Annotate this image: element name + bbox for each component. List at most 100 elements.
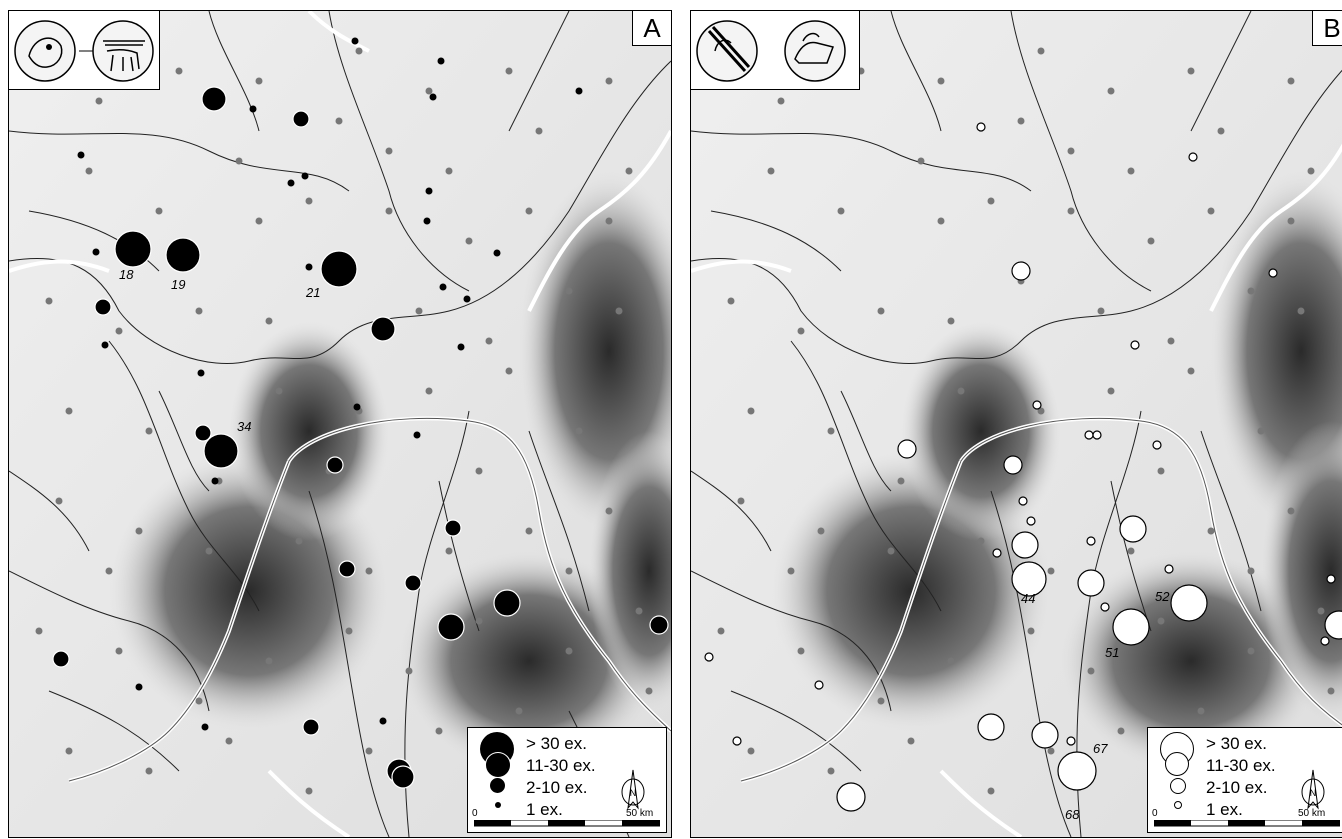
coin-find-marker [1268,268,1278,278]
find-spot-marker [425,87,433,95]
find-spot-marker [1067,147,1075,155]
find-spot-markers [704,47,1342,812]
coin-find-marker [1092,430,1102,440]
coin-find-marker [94,298,112,316]
coin-find-marker [305,263,313,271]
coin-find-marker [437,613,465,641]
find-spot-marker [957,387,965,395]
map-panel-b: B 44 51 52 67 68 > 30 ex. 11-30 ex. 2-10… [690,10,1342,838]
find-spot-marker [265,317,273,325]
find-spot-marker [897,477,905,485]
coin-find-marker [649,615,669,635]
legend-label: 2-10 ex. [526,778,588,797]
legend-symbol-single [1174,801,1182,809]
find-spot-marker [1127,547,1135,555]
find-spot-markers [35,37,669,795]
scale-end-label: 50 km [626,808,654,819]
coin-find-marker [1112,608,1150,646]
coin-illustration [14,20,154,82]
coin-find-marker [370,316,396,342]
north-arrow-icon: N [621,769,645,810]
coin-find-marker [1032,400,1042,410]
find-spot-marker [105,567,113,575]
find-spot-marker [505,67,513,75]
find-spot-marker [305,197,313,205]
find-spot-marker [255,217,263,225]
coin-find-marker [1084,430,1094,440]
coin-reverse [92,20,154,82]
find-spot-marker [977,537,985,545]
find-spot-marker [235,157,243,165]
coin-find-marker [351,37,359,45]
border-edges [740,417,1342,782]
coin-find-marker [1100,602,1110,612]
coin-find-marker [1011,561,1047,597]
find-spot-marker [615,307,623,315]
coin-find-marker [437,57,445,65]
find-spot-marker [605,77,613,85]
find-spot-marker [85,167,93,175]
find-spot-marker [485,337,493,345]
find-spot-marker [827,427,835,435]
find-spot-marker [645,687,653,695]
coin-obverse [14,20,76,82]
find-spot-marker [45,297,53,305]
find-spot-marker [1127,167,1135,175]
find-spot-marker [1197,707,1205,715]
coin-find-marker [1066,736,1076,746]
find-spot-marker [475,617,483,625]
panel-label: A [632,11,671,46]
find-spot-marker [1297,307,1305,315]
find-spot-marker [65,747,73,755]
find-spot-marker [275,387,283,395]
find-spot-marker [145,767,153,775]
find-spot-marker [625,167,633,175]
site-label: 18 [119,267,134,282]
find-spot-marker [35,627,43,635]
coin-find-marker [201,86,227,112]
find-spot-marker [475,467,483,475]
legend-symbol-medium [485,752,511,778]
find-spot-marker [1097,307,1105,315]
scale-start-label: 0 [1152,808,1158,819]
find-spot-marker [175,67,183,75]
find-spot-marker [535,127,543,135]
site-label: 21 [306,285,321,300]
find-spot-marker [1287,217,1295,225]
find-spot-marker [345,627,353,635]
find-spot-marker [877,307,885,315]
coin-find-marker [1031,721,1059,749]
find-spot-marker [1167,337,1175,345]
find-spot-marker [747,407,755,415]
coin-find-marker [201,723,209,731]
mountain-shading [229,321,389,541]
coin-reverse [784,20,846,82]
site-label: 19 [171,277,186,292]
coin-find-marker [379,717,387,725]
coin-find-marker [302,718,320,736]
find-spot-marker [605,507,613,515]
site-label: 67 [1093,741,1108,756]
coin-find-marker [77,151,85,159]
find-spot-marker [1247,647,1255,655]
find-spot-marker [1047,747,1055,755]
coin-find-marker [836,782,866,812]
scale-bar [1154,820,1340,827]
find-spot-marker [727,297,735,305]
find-spot-marker [195,697,203,705]
find-spot-marker [1107,87,1115,95]
coin-find-marker [1188,152,1198,162]
coin-find-marker [977,713,1005,741]
coin-find-marker [976,122,986,132]
coin-find-marker [992,548,1002,558]
find-spot-marker [335,117,343,125]
find-spot-marker [1017,117,1025,125]
panel-label: B [1312,11,1342,46]
find-spot-marker [195,307,203,315]
coin-find-marker [732,736,742,746]
coin-find-marker [135,683,143,691]
find-spot-marker [1207,207,1215,215]
find-spot-marker [797,647,805,655]
coin-find-marker [1077,569,1105,597]
find-spot-marker [1157,467,1165,475]
